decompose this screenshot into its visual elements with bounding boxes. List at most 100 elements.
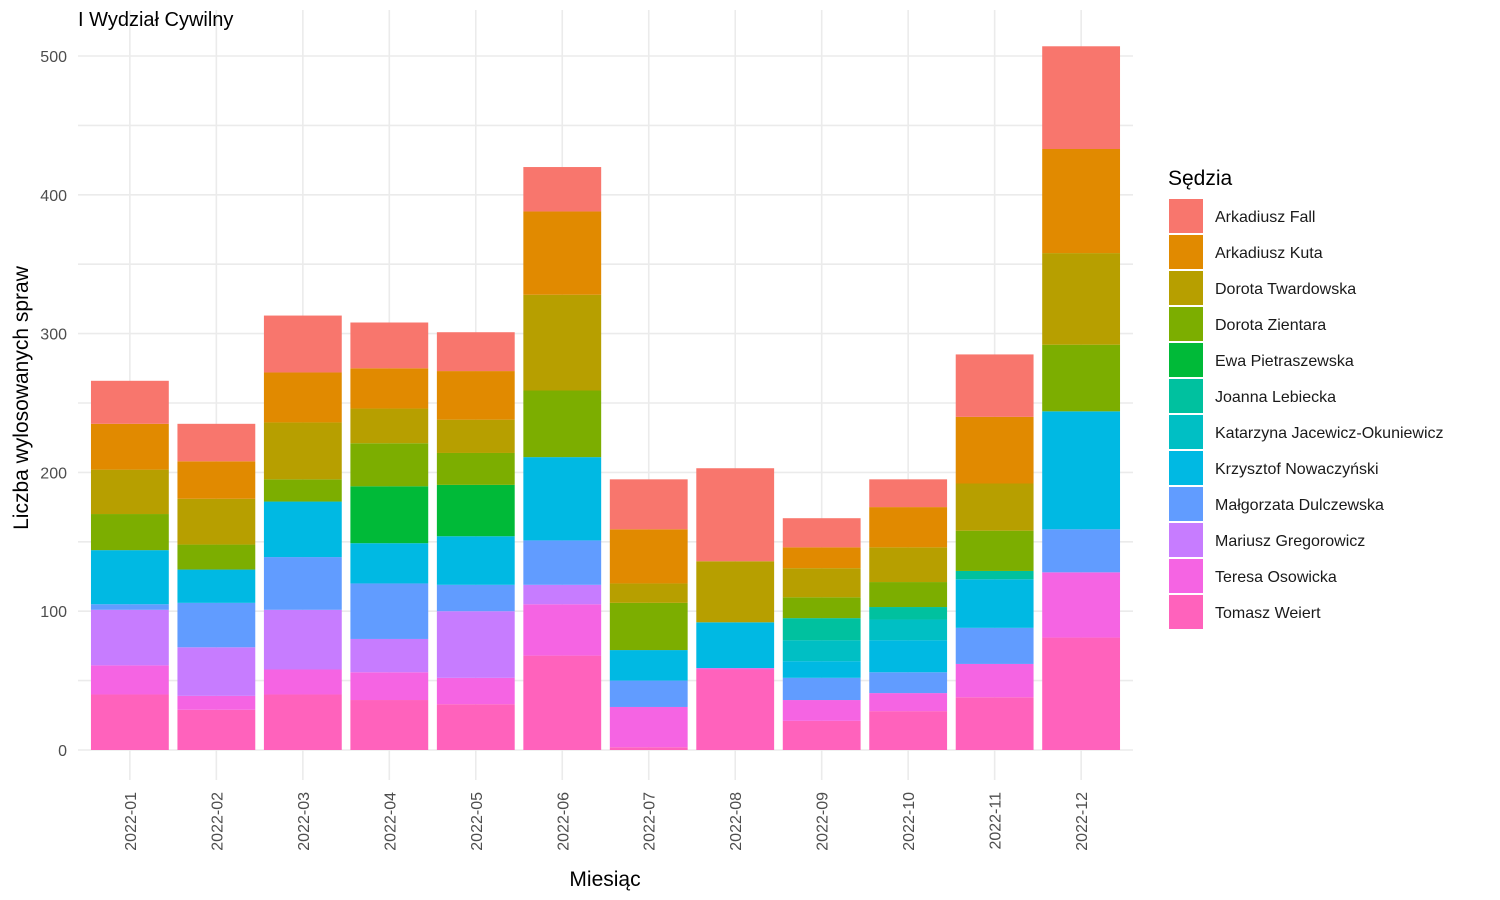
bar-segment (782, 661, 861, 678)
bar-segment (955, 579, 1034, 628)
bar-segment (609, 529, 688, 584)
bar-segment (955, 483, 1034, 531)
bar-segment (1042, 637, 1121, 750)
bar-segment (263, 315, 342, 373)
bars (90, 46, 1121, 750)
bar-segment (869, 507, 948, 548)
bar-segment (782, 700, 861, 721)
bar-segment (436, 536, 515, 585)
bar-segment (609, 650, 688, 681)
bar-segment (955, 530, 1034, 571)
x-tick-label: 2022-05 (469, 792, 486, 851)
bar-segment (696, 622, 775, 669)
bar-segment (177, 602, 256, 648)
bar-segment (782, 677, 861, 701)
bar-segment (350, 443, 429, 487)
bar-segment (869, 547, 948, 583)
bar-segment (350, 583, 429, 639)
bar-segment (350, 672, 429, 701)
bar-segment (436, 584, 515, 612)
legend-swatch (1169, 343, 1203, 377)
bar-segment (350, 368, 429, 409)
bar-segment (523, 167, 602, 212)
bar-segment (869, 640, 948, 673)
bar-segment (1042, 148, 1121, 254)
y-tick-label: 300 (40, 327, 67, 344)
bar-segment (696, 668, 775, 670)
legend-label: Krzysztof Nowaczyński (1215, 461, 1379, 478)
bar-segment (90, 423, 169, 470)
legend-swatch (1169, 235, 1203, 269)
x-tick-label: 2022-06 (555, 792, 572, 851)
bar-segment (955, 570, 1034, 580)
bar-segment (436, 611, 515, 678)
bar-segment (350, 322, 429, 369)
bar-segment (263, 557, 342, 610)
legend-label: Tomasz Weiert (1215, 605, 1321, 622)
legend: Sędzia Arkadiusz Fall Arkadiusz Kuta Dorot… (1168, 167, 1444, 629)
bar-segment (263, 501, 342, 558)
bar-segment (1042, 411, 1121, 530)
bar-segment (523, 604, 602, 656)
bar-segment (782, 640, 861, 662)
x-tick-label: 2022-11 (988, 792, 1005, 850)
x-tick-label: 2022-02 (209, 792, 226, 851)
bar-segment (782, 547, 861, 569)
bar-segment (609, 706, 688, 748)
bar-segment (955, 663, 1034, 698)
bar-segment (90, 380, 169, 424)
bar-segment (782, 597, 861, 619)
bar-segment (869, 693, 948, 712)
legend-swatch (1169, 523, 1203, 557)
bar-segment (436, 332, 515, 372)
bar-segment (436, 419, 515, 453)
bar-segment (869, 479, 948, 508)
bar-segment (523, 294, 602, 391)
y-tick-label: 100 (40, 604, 67, 621)
bar-segment (955, 627, 1034, 664)
bar-segment (263, 694, 342, 750)
bar-segment (782, 720, 861, 750)
x-tick-label: 2022-07 (642, 792, 659, 851)
legend-label: Dorota Twardowska (1215, 281, 1356, 298)
bar-segment (177, 461, 256, 499)
legend-swatch (1169, 451, 1203, 485)
bar-segment (1042, 46, 1121, 149)
x-tick-label: 2022-12 (1074, 792, 1091, 851)
x-tick-label: 2022-01 (123, 792, 140, 851)
bar-segment (523, 655, 602, 750)
x-tick-label: 2022-10 (901, 792, 918, 851)
bar-segment (177, 423, 256, 462)
x-tick-label: 2022-04 (382, 792, 399, 851)
bar-segment (782, 568, 861, 598)
bar-segment (609, 602, 688, 651)
bar-segment (263, 372, 342, 423)
bar-segment (177, 498, 256, 545)
bar-segment (782, 618, 861, 641)
x-tick-label: 2022-09 (815, 792, 832, 851)
y-tick-label: 0 (58, 743, 67, 760)
bar-segment (350, 638, 429, 673)
bar-segment (90, 604, 169, 610)
bar-segment (696, 561, 775, 623)
y-axis-title: Liczba wylosowanych spraw (10, 265, 33, 530)
chart-title: I Wydział Cywilny (78, 9, 233, 31)
legend-swatch (1169, 595, 1203, 629)
bar-segment (436, 371, 515, 420)
bar-segment (90, 514, 169, 551)
legend-label: Dorota Zientara (1215, 317, 1326, 334)
bar-segment (782, 518, 861, 548)
bar-segment (177, 647, 256, 696)
legend-label: Małgorzata Dulczewska (1215, 497, 1384, 514)
y-axis-ticks: 0 100 200 300 400 500 (40, 49, 67, 760)
legend-swatch (1169, 379, 1203, 413)
bar-segment (869, 582, 948, 608)
bar-segment (350, 700, 429, 750)
bar-segment (263, 479, 342, 502)
legend-swatch (1169, 415, 1203, 449)
bar-segment (869, 711, 948, 750)
bar-segment (955, 416, 1034, 484)
bar-segment (609, 747, 688, 750)
legend-label: Ewa Pietraszewska (1215, 353, 1354, 370)
bar-segment (869, 607, 948, 620)
